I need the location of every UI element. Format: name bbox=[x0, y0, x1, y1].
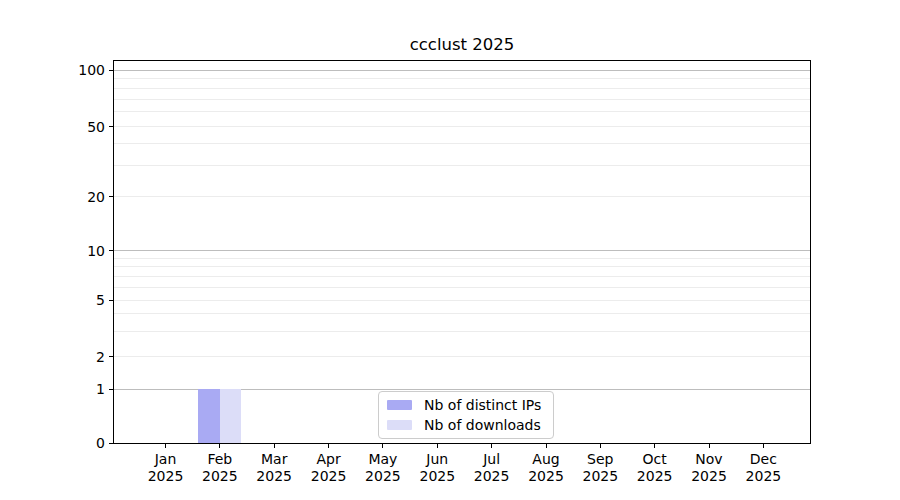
x-tick-mark-mar bbox=[274, 444, 275, 448]
y-tick-label-2: 2 bbox=[40, 348, 105, 366]
legend-item-distinct-ips: Nb of distinct IPs bbox=[387, 397, 545, 414]
x-tick-mark-sep bbox=[600, 444, 601, 448]
legend-label-distinct-ips: Nb of distinct IPs bbox=[424, 397, 541, 414]
chart-title: ccclust 2025 bbox=[114, 35, 810, 54]
y-tick-label-1: 1 bbox=[40, 380, 105, 398]
x-tick-mark-aug bbox=[546, 444, 547, 448]
x-tick-year-jul: 2025 bbox=[457, 468, 527, 485]
y-tick-label-10: 10 bbox=[40, 242, 105, 260]
x-tick-label-aug: Aug2025 bbox=[511, 451, 581, 485]
x-tick-label-nov: Nov2025 bbox=[674, 451, 744, 485]
x-tick-year-mar: 2025 bbox=[239, 468, 309, 485]
x-tick-month-oct: Oct bbox=[620, 451, 690, 468]
x-tick-year-feb: 2025 bbox=[185, 468, 255, 485]
x-tick-month-jan: Jan bbox=[131, 451, 201, 468]
x-tick-mark-jul bbox=[491, 444, 492, 448]
y-tick-label-5: 5 bbox=[40, 291, 105, 309]
x-tick-mark-jun bbox=[437, 444, 438, 448]
x-tick-mark-oct bbox=[654, 444, 655, 448]
x-tick-mark-nov bbox=[709, 444, 710, 448]
legend-swatch-distinct-ips bbox=[387, 400, 412, 410]
x-tick-mark-dec bbox=[763, 444, 764, 448]
x-tick-label-oct: Oct2025 bbox=[620, 451, 690, 485]
x-tick-label-feb: Feb2025 bbox=[185, 451, 255, 485]
legend-item-downloads: Nb of downloads bbox=[387, 417, 545, 434]
x-tick-month-feb: Feb bbox=[185, 451, 255, 468]
x-tick-mark-may bbox=[382, 444, 383, 448]
y-tick-label-0: 0 bbox=[40, 434, 105, 452]
legend: Nb of distinct IPs Nb of downloads bbox=[378, 391, 554, 439]
x-tick-month-may: May bbox=[348, 451, 418, 468]
x-tick-year-apr: 2025 bbox=[294, 468, 364, 485]
x-tick-month-aug: Aug bbox=[511, 451, 581, 468]
x-tick-label-jul: Jul2025 bbox=[457, 451, 527, 485]
x-tick-label-jan: Jan2025 bbox=[131, 451, 201, 485]
x-tick-mark-apr bbox=[328, 444, 329, 448]
x-tick-year-jan: 2025 bbox=[131, 468, 201, 485]
x-tick-month-apr: Apr bbox=[294, 451, 364, 468]
x-tick-month-mar: Mar bbox=[239, 451, 309, 468]
x-tick-month-sep: Sep bbox=[565, 451, 635, 468]
x-tick-label-jun: Jun2025 bbox=[402, 451, 472, 485]
x-tick-year-nov: 2025 bbox=[674, 468, 744, 485]
y-tick-label-20: 20 bbox=[40, 188, 105, 206]
x-tick-label-mar: Mar2025 bbox=[239, 451, 309, 485]
legend-label-downloads: Nb of downloads bbox=[424, 417, 541, 434]
x-tick-year-sep: 2025 bbox=[565, 468, 635, 485]
x-tick-month-jun: Jun bbox=[402, 451, 472, 468]
x-tick-month-dec: Dec bbox=[728, 451, 798, 468]
x-tick-year-jun: 2025 bbox=[402, 468, 472, 485]
x-tick-year-aug: 2025 bbox=[511, 468, 581, 485]
x-tick-label-apr: Apr2025 bbox=[294, 451, 364, 485]
x-tick-label-may: May2025 bbox=[348, 451, 418, 485]
y-tick-label-100: 100 bbox=[40, 61, 105, 79]
x-tick-month-jul: Jul bbox=[457, 451, 527, 468]
x-tick-mark-jan bbox=[165, 444, 166, 448]
plot-area bbox=[113, 60, 811, 444]
x-tick-month-nov: Nov bbox=[674, 451, 744, 468]
y-tick-label-50: 50 bbox=[40, 118, 105, 136]
x-tick-year-oct: 2025 bbox=[620, 468, 690, 485]
x-tick-year-dec: 2025 bbox=[728, 468, 798, 485]
x-tick-label-dec: Dec2025 bbox=[728, 451, 798, 485]
chart-figure: ccclust 2025 0125102050100Jan2025Feb2025… bbox=[0, 0, 900, 500]
legend-swatch-downloads bbox=[387, 420, 412, 430]
x-tick-mark-feb bbox=[219, 444, 220, 448]
x-tick-label-sep: Sep2025 bbox=[565, 451, 635, 485]
x-tick-year-may: 2025 bbox=[348, 468, 418, 485]
